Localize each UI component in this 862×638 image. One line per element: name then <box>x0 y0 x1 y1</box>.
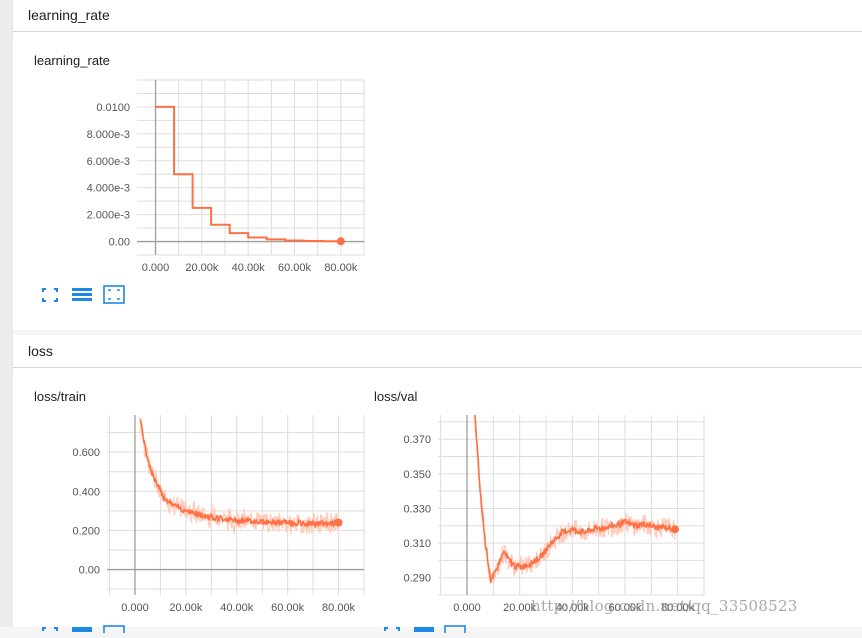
series-end-point <box>334 518 343 527</box>
y-tick-label: 0.330 <box>403 503 431 515</box>
series-raw-line <box>474 414 676 586</box>
y-tick-label: 0.310 <box>403 538 431 550</box>
x-tick-label: 20.00k <box>503 602 537 614</box>
fit-domain-icon[interactable] <box>103 285 125 304</box>
series-line <box>155 105 341 243</box>
x-tick-label: 60.00k <box>271 602 305 614</box>
series-end-point <box>671 525 680 534</box>
expand-icon[interactable] <box>382 620 404 638</box>
section-header-learning-rate[interactable]: learning_rate <box>13 0 862 32</box>
y-tick-label: 4.000e-3 <box>87 183 130 195</box>
x-tick-label: 20.00k <box>169 602 203 614</box>
y-tick-label: 0.350 <box>403 469 431 481</box>
fit-domain-icon[interactable] <box>103 620 125 638</box>
section-title: learning_rate <box>28 7 110 23</box>
series-raw-line <box>139 417 340 535</box>
x-tick-label: 0.000 <box>142 262 170 274</box>
x-tick-label: 40.00k <box>556 602 590 614</box>
list-icon[interactable] <box>413 620 435 638</box>
expand-icon-glyph <box>42 627 58 631</box>
expand-icon[interactable] <box>40 620 62 638</box>
fit-domain-icon-glyph <box>103 285 125 304</box>
y-tick-label: 6.000e-3 <box>87 156 130 168</box>
list-icon[interactable] <box>71 286 93 304</box>
y-tick-label: 0.370 <box>403 434 431 446</box>
x-tick-label: 20.00k <box>185 262 219 274</box>
x-tick-label: 80.00k <box>324 262 358 274</box>
fit-domain-icon-glyph <box>103 625 125 637</box>
fit-domain-icon[interactable] <box>444 620 466 638</box>
watermark: http://blog.csdn.net/qq_33508523 <box>531 597 798 615</box>
y-tick-label: 0.600 <box>72 447 100 459</box>
series-line <box>474 414 676 584</box>
x-tick-label: 0.000 <box>121 602 149 614</box>
y-tick-label: 0.400 <box>72 486 100 498</box>
expand-icon-glyph <box>42 288 58 302</box>
x-tick-label: 0.000 <box>453 602 481 614</box>
x-tick-label: 80.00k <box>322 602 356 614</box>
list-icon-glyph <box>414 627 434 632</box>
card-title: learning_rate <box>34 53 110 68</box>
x-tick-label: 40.00k <box>232 262 266 274</box>
expand-icon[interactable] <box>40 286 62 304</box>
card-title: loss/train <box>34 389 87 404</box>
y-tick-label: 0.00 <box>109 237 130 249</box>
fit-domain-icon-glyph <box>444 625 466 637</box>
section-header-loss[interactable]: loss <box>13 335 862 368</box>
x-tick-label: 80.00k <box>661 602 695 614</box>
x-tick-label: 60.00k <box>278 262 312 274</box>
learning-rate-panel: learning_rate <box>13 32 862 330</box>
y-tick-label: 2.000e-3 <box>87 210 130 222</box>
x-tick-label: 60.00k <box>608 602 642 614</box>
list-icon-glyph <box>72 627 92 632</box>
expand-icon-glyph <box>384 627 400 631</box>
x-tick-label: 40.00k <box>220 602 254 614</box>
y-tick-label: 8.000e-3 <box>87 129 130 141</box>
y-tick-label: 0.200 <box>72 525 100 537</box>
list-icon[interactable] <box>71 620 93 638</box>
left-strip <box>0 0 13 627</box>
y-tick-label: 0.0100 <box>96 102 130 114</box>
series-line <box>139 418 339 529</box>
loss-panel: loss/train loss/val <box>13 368 862 627</box>
list-icon-glyph <box>72 288 92 301</box>
card-title: loss/val <box>374 389 418 404</box>
y-tick-label: 0.00 <box>79 565 100 577</box>
series-end-point <box>336 237 345 246</box>
y-tick-label: 0.290 <box>403 573 431 585</box>
section-title: loss <box>28 343 53 359</box>
